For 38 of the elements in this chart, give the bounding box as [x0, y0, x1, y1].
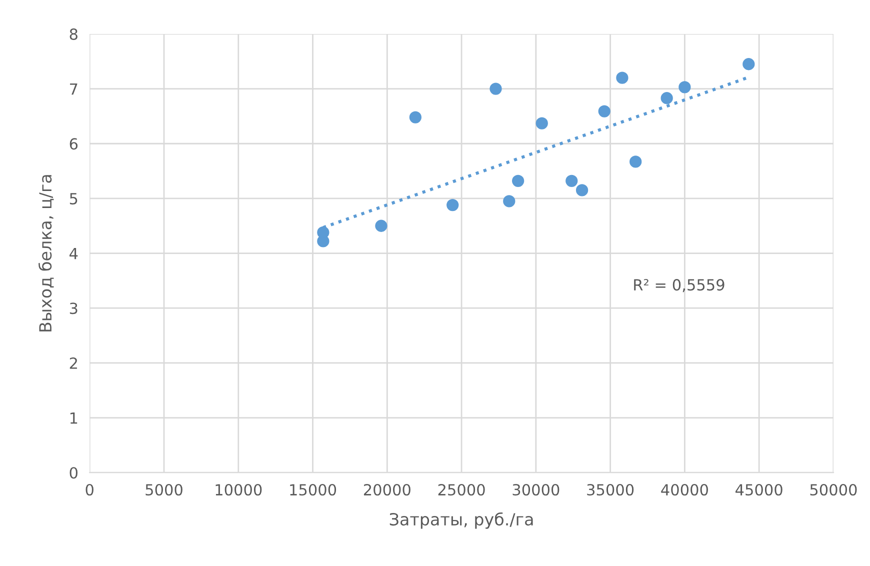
point: [512, 174, 524, 187]
x-tick-label: 10000: [216, 484, 262, 496]
x-tick-label: 15000: [290, 484, 336, 496]
y-tick-label: 2: [70, 357, 77, 369]
y-tick-label: 8: [70, 28, 78, 40]
point: [616, 72, 628, 84]
point: [375, 220, 388, 232]
point: [566, 174, 578, 187]
x-axis-title: Затраты, руб./га: [390, 512, 533, 529]
x-tick-label: 20000: [364, 484, 410, 496]
y-axis-title: Выход белка, ц/га: [38, 175, 54, 332]
y-tick-label: 7: [70, 83, 78, 95]
point: [503, 195, 516, 208]
annotation: R² = 0,5559: [634, 279, 724, 292]
point: [576, 184, 588, 196]
point: [630, 156, 642, 168]
point: [409, 111, 422, 124]
x-tick-label: 45000: [736, 484, 782, 496]
point: [446, 198, 459, 212]
point: [678, 81, 691, 94]
point: [536, 117, 548, 130]
x-tick-label: 50000: [810, 484, 857, 496]
x-tick-label: 5000: [146, 484, 182, 496]
y-tick-label: 5: [70, 193, 78, 204]
point: [742, 58, 755, 70]
x-tick-label: 40000: [661, 484, 708, 496]
x-tick-label: 35000: [587, 484, 634, 496]
x-tick-label: 30000: [512, 484, 560, 496]
y-tick-label: 3: [70, 302, 78, 314]
point: [660, 92, 673, 104]
y-tick-label: 0: [70, 467, 78, 479]
point: [490, 82, 502, 95]
x-tick-label: 25000: [438, 484, 485, 496]
x-tick-label: 0: [86, 484, 94, 496]
y-tick-label: 1: [70, 412, 78, 424]
y-tick-label: 4: [70, 248, 78, 260]
point: [598, 105, 610, 118]
y-tick-label: 6: [70, 138, 78, 150]
